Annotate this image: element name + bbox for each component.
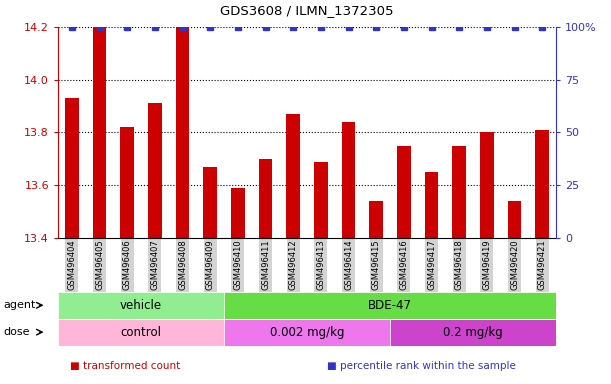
Bar bbox=[175, 27, 189, 238]
Bar bbox=[224, 319, 390, 346]
Bar bbox=[120, 127, 134, 238]
Bar bbox=[203, 167, 217, 238]
Bar bbox=[224, 292, 556, 319]
Bar bbox=[148, 103, 162, 238]
Bar bbox=[535, 130, 549, 238]
Bar bbox=[287, 114, 300, 238]
Bar bbox=[58, 292, 224, 319]
Bar bbox=[390, 319, 556, 346]
Bar bbox=[93, 27, 106, 238]
Bar bbox=[314, 162, 327, 238]
Bar bbox=[342, 122, 356, 238]
Bar bbox=[65, 98, 79, 238]
Text: ■ percentile rank within the sample: ■ percentile rank within the sample bbox=[327, 361, 516, 371]
Text: 0.2 mg/kg: 0.2 mg/kg bbox=[443, 326, 503, 339]
Bar bbox=[231, 188, 245, 238]
Text: control: control bbox=[120, 326, 161, 339]
Bar bbox=[258, 159, 273, 238]
Bar bbox=[58, 319, 224, 346]
Bar bbox=[369, 201, 383, 238]
Bar bbox=[480, 132, 494, 238]
Text: BDE-47: BDE-47 bbox=[368, 299, 412, 312]
Text: agent: agent bbox=[3, 300, 35, 310]
Text: GDS3608 / ILMN_1372305: GDS3608 / ILMN_1372305 bbox=[221, 4, 393, 17]
Text: ■ transformed count: ■ transformed count bbox=[70, 361, 180, 371]
Text: vehicle: vehicle bbox=[120, 299, 162, 312]
Bar bbox=[397, 146, 411, 238]
Text: 0.002 mg/kg: 0.002 mg/kg bbox=[270, 326, 344, 339]
Text: dose: dose bbox=[3, 327, 29, 337]
Bar bbox=[425, 172, 439, 238]
Bar bbox=[452, 146, 466, 238]
Bar bbox=[508, 201, 521, 238]
